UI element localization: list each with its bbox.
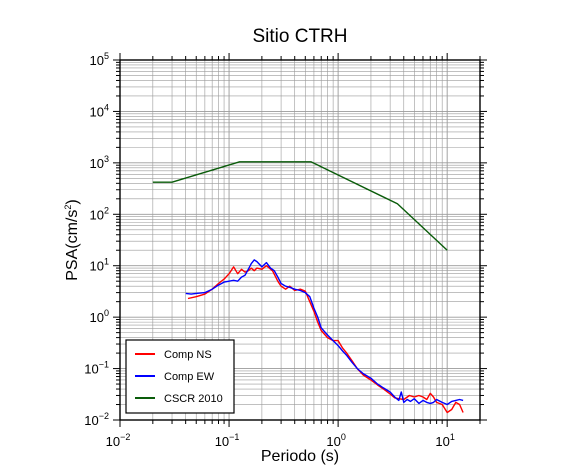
y-axis-label: PSA(cm/s2): [63, 199, 81, 280]
x-axis-label: Periodo (s): [261, 448, 339, 465]
y-tick-label: 10−1: [84, 360, 109, 377]
y-tick-label: 105: [90, 51, 109, 68]
series-line-comp-ew: [185, 259, 464, 406]
legend-label: Comp NS: [164, 349, 212, 361]
axis-ticks: [113, 53, 487, 427]
plot-frame: [119, 59, 481, 421]
legend: Comp NS Comp EW CSCR 2010: [125, 339, 235, 414]
x-tick-label: 101: [435, 432, 454, 449]
x-tick-label: 10−2: [106, 432, 131, 449]
y-tick-label: 10−2: [84, 411, 109, 428]
y-tick-label: 101: [90, 257, 109, 274]
axis-tick-labels: 10−2 10−1 100 101 10−2 10−1 100 101 102 103 104 105: [84, 51, 455, 449]
y-tick-label: 102: [90, 205, 109, 222]
series-layer: [152, 161, 464, 414]
y-tick-label: 100: [90, 308, 109, 325]
grid-lines: [119, 59, 481, 421]
x-tick-label: 10−1: [215, 432, 240, 449]
y-tick-label: 104: [90, 102, 109, 119]
chart-title: Sitio CTRH: [252, 26, 347, 47]
y-tick-label: 103: [90, 154, 109, 171]
legend-label: CSCR 2010: [164, 393, 223, 405]
x-tick-label: 100: [326, 432, 345, 449]
series-line-comp-ns: [187, 265, 464, 414]
series-line-cscr-2010: [152, 161, 448, 251]
legend-label: Comp EW: [164, 371, 215, 383]
